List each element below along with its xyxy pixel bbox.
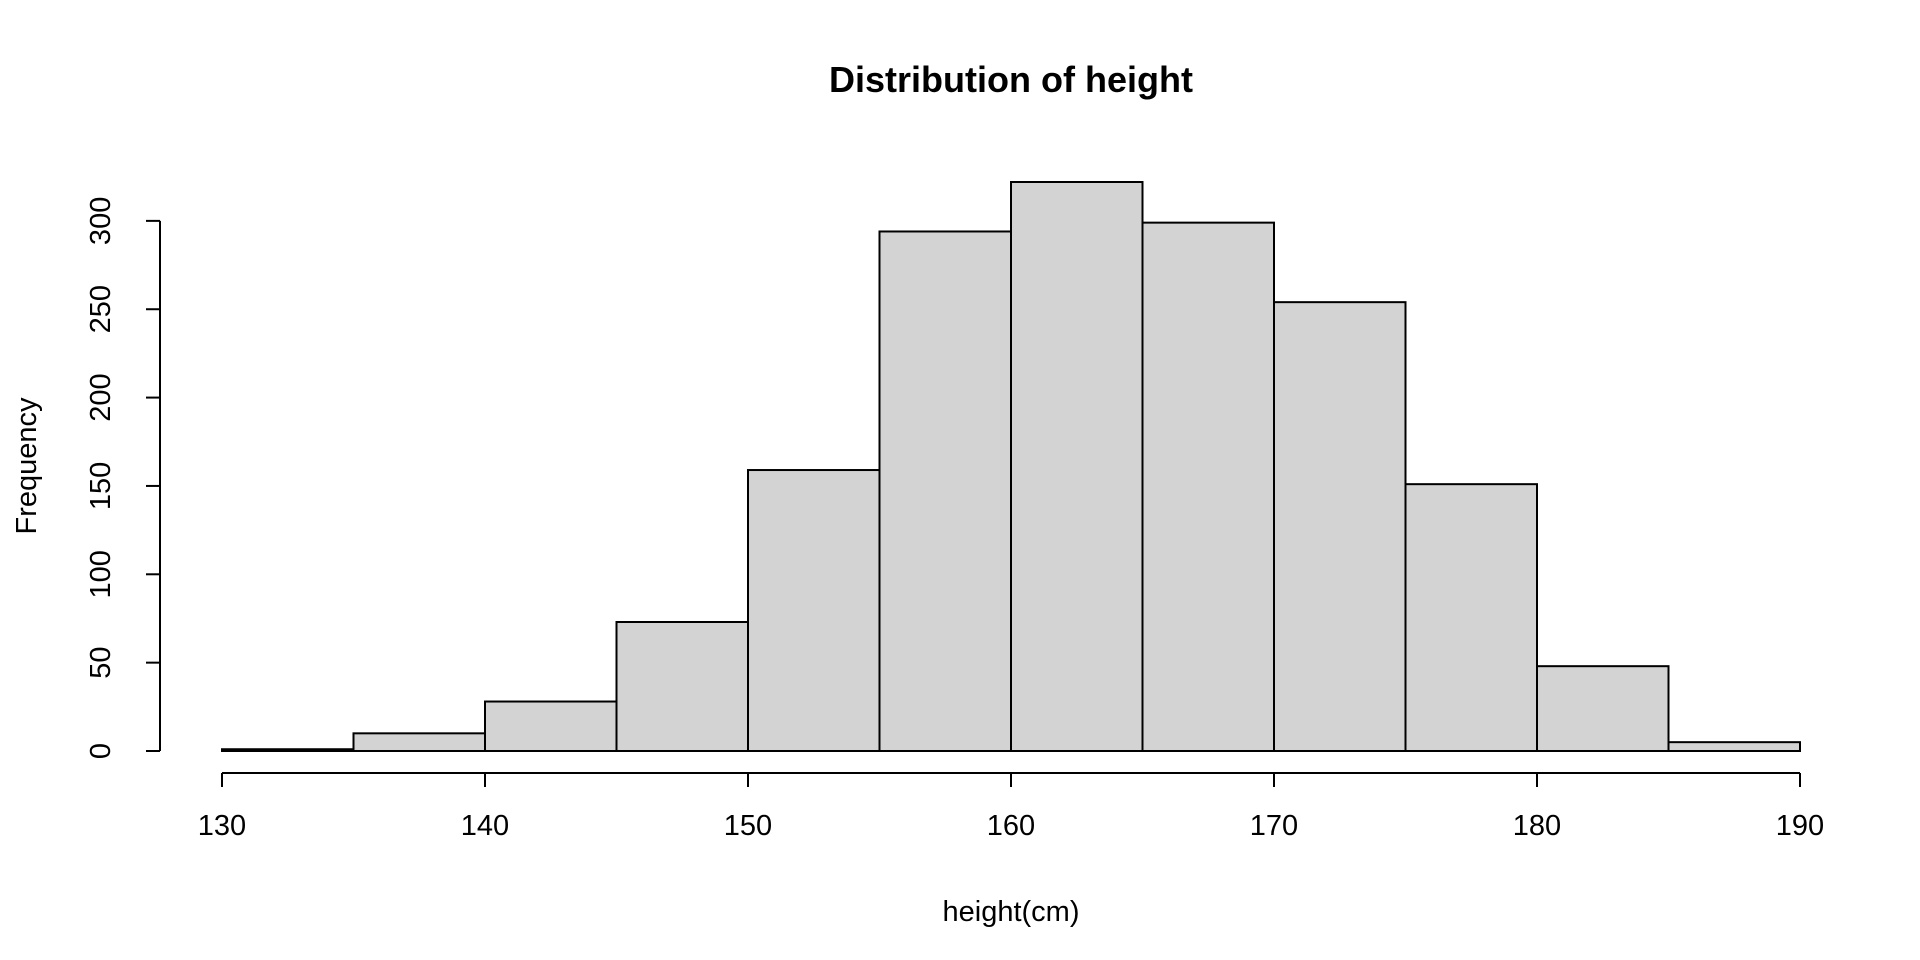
x-axis: 130 140 150 160 170 180 190	[198, 772, 1824, 842]
x-tick-label: 150	[724, 810, 772, 842]
histogram-bar-150-155	[747, 469, 881, 752]
histogram-bar-170-175	[1273, 301, 1407, 752]
x-tick-label: 160	[987, 810, 1035, 842]
histogram-bar-155-160	[878, 230, 1012, 752]
chart-title: Distribution of height	[829, 59, 1193, 100]
histogram-bar-165-170	[1141, 221, 1275, 752]
y-tick-label: 50	[85, 647, 117, 679]
y-tick-label: 300	[85, 197, 117, 245]
histogram-bar-175-180	[1404, 483, 1538, 752]
histogram-bar-160-165	[1010, 181, 1144, 752]
x-axis-label: height(cm)	[943, 896, 1080, 928]
y-tick-label: 100	[85, 550, 117, 598]
x-tick-label: 180	[1513, 810, 1561, 842]
histogram-bar-140-145	[484, 700, 618, 752]
y-axis: 0 50 100 150 200 250 300	[85, 197, 161, 759]
y-tick-label: 150	[85, 462, 117, 510]
y-tick-label: 0	[85, 743, 117, 759]
histogram-bar-185-190	[1667, 741, 1801, 753]
y-axis-label: Frequency	[11, 397, 43, 535]
histogram-bar-130-135	[221, 748, 355, 752]
histogram-bar-180-185	[1536, 665, 1670, 752]
y-tick-label: 250	[85, 285, 117, 333]
bars-group	[221, 181, 1801, 753]
x-tick-label: 190	[1776, 810, 1824, 842]
x-tick-label: 170	[1250, 810, 1298, 842]
histogram-bar-135-140	[352, 732, 486, 752]
y-tick-label: 200	[85, 373, 117, 421]
histogram-bar-145-150	[615, 621, 749, 752]
x-tick-label: 140	[461, 810, 509, 842]
x-tick-label: 130	[198, 810, 246, 842]
